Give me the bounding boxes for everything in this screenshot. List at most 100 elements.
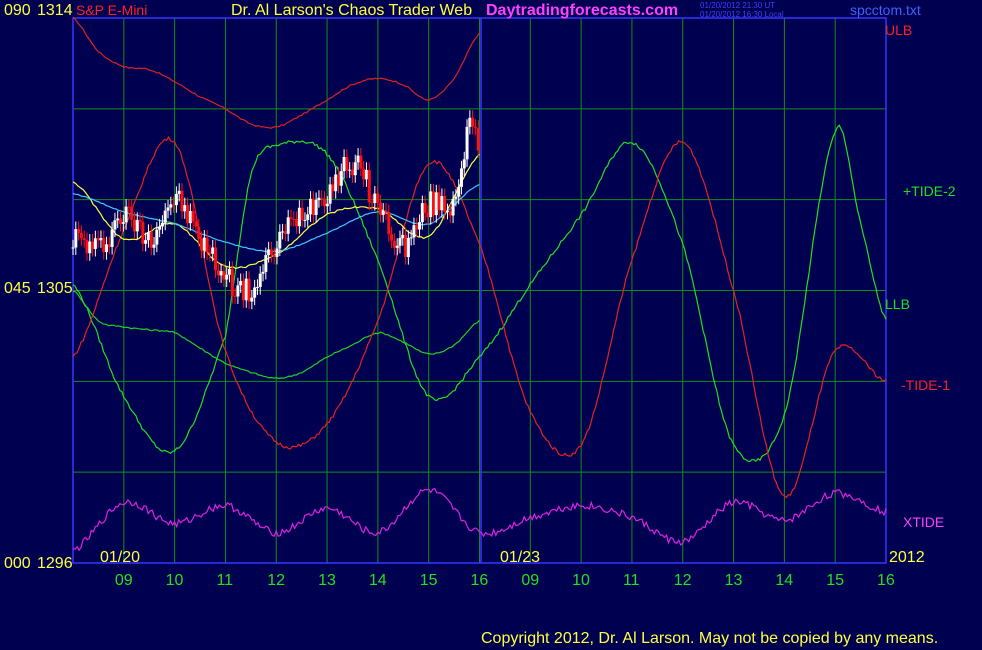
candle-body: [110, 229, 114, 247]
candle-body: [180, 190, 184, 212]
candle-body: [401, 235, 405, 239]
candle-body: [367, 169, 371, 203]
candle-body: [253, 287, 257, 298]
hour-tick-label: 10: [572, 572, 590, 589]
candle-body: [364, 169, 368, 180]
candle-body: [77, 229, 81, 233]
hour-tick-label: 12: [267, 572, 286, 589]
timestamp-local: 01/20/2012 16:30 Local: [700, 10, 784, 19]
candle-body: [188, 211, 192, 224]
date-label-start: 01/20: [100, 549, 141, 566]
hour-tick-label: 13: [724, 572, 743, 589]
candle-body: [443, 196, 447, 212]
candle-body: [429, 191, 433, 218]
candle-body: [205, 237, 209, 253]
candle-body: [448, 211, 452, 216]
candle-body: [471, 117, 475, 127]
candle-body: [130, 206, 134, 220]
candle-body: [426, 212, 430, 218]
candle-body: [113, 220, 117, 230]
candle-body: [216, 270, 220, 276]
candle-body: [79, 232, 83, 239]
file-name: spcctom.txt: [850, 2, 921, 18]
candle-body: [353, 162, 357, 176]
candle-body: [473, 126, 477, 128]
candle-body: [155, 229, 159, 245]
candle-body: [434, 192, 438, 216]
candle-body: [275, 248, 279, 257]
candle-body: [219, 271, 223, 276]
hour-tick-label: 16: [470, 572, 489, 589]
chart-grid: [73, 18, 887, 563]
candle-body: [323, 198, 327, 207]
instrument-label: S&P E-Mini: [76, 2, 148, 18]
candle-body: [378, 202, 382, 215]
candle-body: [244, 278, 248, 301]
candle-body: [152, 244, 156, 248]
candle-body: [91, 241, 95, 249]
candle-body: [85, 240, 89, 254]
candle-body: [362, 168, 366, 180]
candle-body: [172, 204, 176, 206]
candle-body: [415, 225, 419, 230]
plot-border: [72, 17, 887, 564]
candle-body: [233, 295, 237, 297]
hour-tick-label: 09: [521, 572, 540, 589]
candle-body: [423, 203, 427, 213]
candle-body: [141, 221, 145, 244]
candle-body: [459, 168, 463, 187]
hour-tick-label: 15: [419, 572, 438, 589]
candle-body: [306, 214, 310, 220]
hour-tick-label: 14: [775, 572, 794, 589]
hour-tick-label: 09: [114, 572, 133, 589]
candle-body: [437, 192, 441, 211]
candle-body: [398, 238, 402, 246]
candle-body: [420, 203, 424, 223]
candle-body: [440, 196, 444, 211]
y-top-index: 090: [4, 2, 31, 19]
candle-body: [342, 156, 346, 172]
candle-body: [197, 226, 201, 239]
candle-body: [295, 218, 299, 227]
candle-body: [311, 198, 315, 216]
hour-tick-label: 15: [826, 572, 844, 589]
candle-body: [476, 127, 480, 151]
candle-body: [376, 193, 380, 203]
candle-body: [186, 205, 190, 224]
candle-body: [328, 184, 332, 204]
candle-body: [194, 221, 198, 227]
candle-body: [211, 247, 215, 254]
candle-body: [387, 212, 391, 235]
candle-body: [300, 207, 304, 220]
candle-body: [208, 252, 212, 254]
candle-body: [281, 231, 285, 233]
candle-body: [119, 218, 123, 224]
series-xtide: [72, 487, 887, 552]
candle-body: [93, 238, 97, 249]
candle-body: [395, 245, 399, 248]
hour-tick-label: 12: [673, 572, 692, 589]
llb-label: LLB: [885, 296, 910, 312]
candle-body: [191, 211, 195, 222]
candle-body: [225, 274, 229, 280]
candle-body: [82, 238, 86, 241]
candle-body: [169, 204, 173, 208]
candle-body: [462, 159, 466, 169]
candle-body: [325, 203, 329, 207]
candle-body: [432, 191, 436, 216]
hour-tick-label: 10: [165, 572, 184, 589]
candle-body: [200, 238, 204, 251]
candle-body: [255, 286, 259, 288]
price-top-label: 1314: [37, 2, 73, 19]
candle-body: [409, 237, 413, 239]
candle-body: [202, 237, 206, 251]
candle-body: [132, 219, 136, 232]
candle-body: [381, 210, 385, 215]
hour-tick-label: 16: [877, 572, 895, 589]
candle-body: [331, 184, 335, 192]
candle-body: [390, 234, 394, 241]
candle-body: [345, 156, 349, 171]
candle-body: [228, 268, 232, 275]
candle-body: [138, 219, 142, 222]
